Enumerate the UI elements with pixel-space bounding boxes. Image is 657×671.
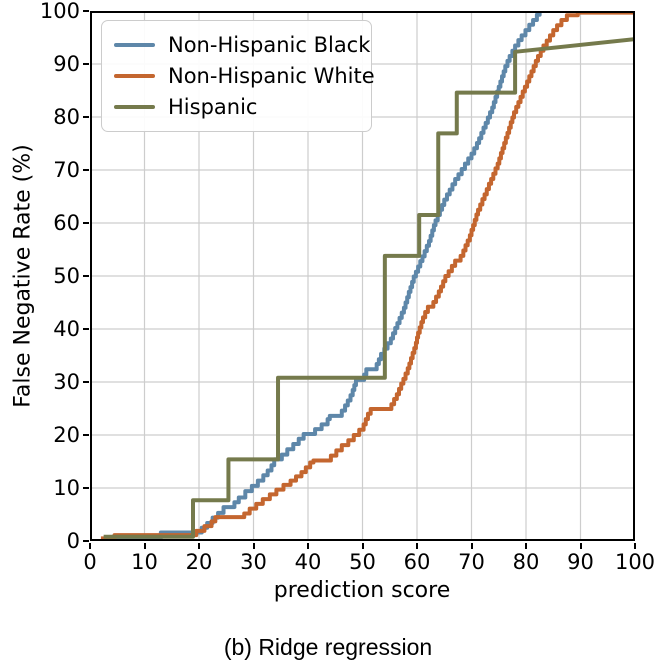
y-tick-mark [83,116,89,118]
x-tick-mark [89,543,91,549]
legend-label: Hispanic [168,95,258,119]
x-tick-label: 10 [131,550,158,574]
y-tick-label: 80 [53,105,80,129]
y-tick-mark [83,381,89,383]
x-axis-label: prediction score [273,578,451,603]
x-tick-label: 30 [240,550,267,574]
y-tick-mark [83,169,89,171]
x-tick-mark [252,543,255,549]
x-tick-mark [470,543,473,549]
y-tick-mark [83,10,89,12]
x-tick-mark [634,543,636,549]
x-tick-label: 20 [185,550,213,574]
x-tick-label: 90 [567,550,594,574]
y-tick-label: 50 [53,264,80,288]
legend-line-swatch [114,42,155,48]
x-tick-label: 50 [349,550,376,574]
y-tick-mark [83,434,89,436]
figure-caption: (b) Ridge regression [223,634,433,660]
y-tick-label: 10 [53,476,80,500]
legend: Non-Hispanic Black Non-Hispanic White Hisp… [101,20,375,132]
y-tick-mark [83,540,89,542]
legend-item-hispanic: Hispanic [114,95,359,119]
y-tick-mark [83,487,89,489]
y-tick-mark [83,275,89,277]
legend-item-non-hispanic-white: Non-Hispanic White [114,64,375,88]
x-tick-mark [525,543,527,549]
x-tick-label: 40 [294,550,322,574]
series-curves [100,11,635,541]
y-tick-mark [83,328,89,330]
series-line-non-hispanic-black [106,11,635,540]
y-tick-label: 60 [53,211,80,235]
legend-line-swatch [114,73,155,79]
y-tick-label: 20 [53,423,80,447]
y-tick-mark [83,63,89,65]
x-tick-label: 60 [403,550,431,574]
y-tick-label: 30 [53,370,80,394]
x-tick-mark [416,543,418,549]
x-tick-mark [143,543,146,549]
y-axis-label: False Negative Rate (%) [10,144,36,408]
y-tick-label: 40 [53,317,80,341]
x-tick-label: 100 [614,550,656,574]
y-tick-label: 100 [39,0,80,23]
x-tick-label: 0 [83,550,97,574]
legend-item-non-hispanic-black: Non-Hispanic Black [114,33,370,57]
y-tick-mark [83,222,89,224]
legend-label: Non-Hispanic Black [168,33,371,57]
y-tick-label: 0 [66,529,80,553]
x-tick-mark [579,543,582,549]
x-tick-mark [198,543,200,549]
x-tick-mark [307,543,309,549]
legend-line-swatch [114,104,155,110]
y-tick-label: 90 [53,52,80,76]
y-tick-label: 70 [53,158,80,182]
x-tick-label: 80 [512,550,540,574]
x-tick-label: 70 [458,550,485,574]
x-tick-mark [361,543,364,549]
legend-label: Non-Hispanic White [168,64,375,88]
series-line-non-hispanic-white [100,11,635,541]
series-line-hispanic [103,37,635,539]
